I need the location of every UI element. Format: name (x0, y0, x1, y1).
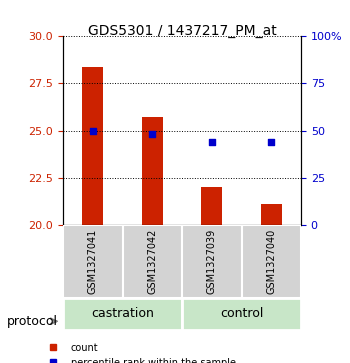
Text: GSM1327042: GSM1327042 (147, 229, 157, 294)
FancyBboxPatch shape (63, 225, 122, 298)
Point (149, 131, 155, 137)
FancyBboxPatch shape (241, 225, 301, 298)
Text: castration: castration (91, 307, 154, 321)
FancyBboxPatch shape (122, 225, 182, 298)
FancyBboxPatch shape (63, 298, 182, 330)
Bar (261, 204, 282, 225)
Text: GSM1327039: GSM1327039 (207, 229, 217, 294)
Bar (201, 187, 222, 225)
Text: control: control (220, 307, 263, 321)
Bar (82, 66, 103, 225)
Point (209, 139, 215, 145)
Text: GSM1327041: GSM1327041 (88, 229, 98, 294)
Legend: count, percentile rank within the sample: count, percentile rank within the sample (40, 339, 240, 363)
Text: GDS5301 / 1437217_PM_at: GDS5301 / 1437217_PM_at (88, 24, 276, 38)
Text: protocol: protocol (7, 315, 58, 328)
FancyBboxPatch shape (182, 298, 301, 330)
Point (90, 128, 96, 134)
Bar (142, 118, 163, 225)
Text: GSM1327040: GSM1327040 (266, 229, 276, 294)
FancyBboxPatch shape (182, 225, 241, 298)
Point (268, 139, 274, 145)
